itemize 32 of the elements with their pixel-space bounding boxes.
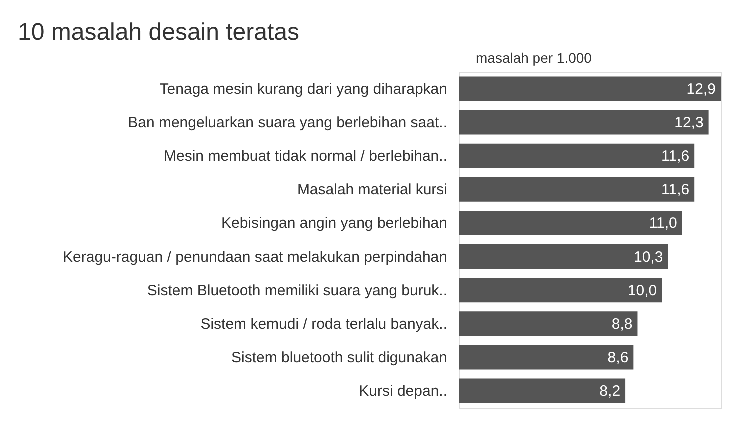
bar (459, 144, 695, 168)
data-label: 11,0 (649, 215, 678, 232)
y-tick-label: Sistem Bluetooth memiliki suara yang buruk.. (147, 282, 448, 300)
data-label: 12,3 (674, 114, 704, 132)
data-label: 8,2 (600, 383, 621, 400)
y-tick-label: Sistem bluetooth sulit digunakan (232, 349, 448, 366)
bar (459, 378, 626, 404)
data-label: 11,6 (662, 148, 690, 166)
y-tick-label: Kursi depan.. (359, 383, 448, 400)
bar (459, 177, 695, 202)
data-label: 8,6 (608, 349, 629, 366)
text: 10 masalah desain teratas (18, 19, 300, 46)
y-tick-label: Tenaga mesin kurang dari yang diharapkan (160, 80, 448, 98)
bar (459, 312, 638, 336)
data-label: 10,3 (634, 248, 664, 266)
y-tick-label: Keragu-raguan / penundaan saat melakukan perpindahan (63, 248, 448, 266)
bar (459, 244, 668, 270)
y-tick-label: Sistem kemudi / roda terlalu banyak.. (200, 316, 448, 333)
x-axis-title: masalah per 1.000 (476, 50, 592, 66)
bar (459, 76, 721, 102)
bar (459, 110, 709, 135)
data-label: 10,0 (628, 282, 658, 300)
bar (459, 210, 682, 236)
data-label: 12,9 (686, 80, 716, 98)
y-tick-label: Masalah material kursi (297, 182, 448, 199)
y-tick-label: Ban mengeluarkan suara yang berlebihan saat.. (128, 114, 448, 132)
y-tick-label: Mesin membuat tidak normal / berlebihan.. (164, 148, 448, 166)
y-tick-label: Kebisingan angin yang berlebihan (221, 215, 448, 232)
bar (459, 278, 662, 303)
bar (459, 345, 634, 370)
data-label: 11,6 (662, 182, 690, 199)
data-label: 8,8 (612, 316, 633, 333)
